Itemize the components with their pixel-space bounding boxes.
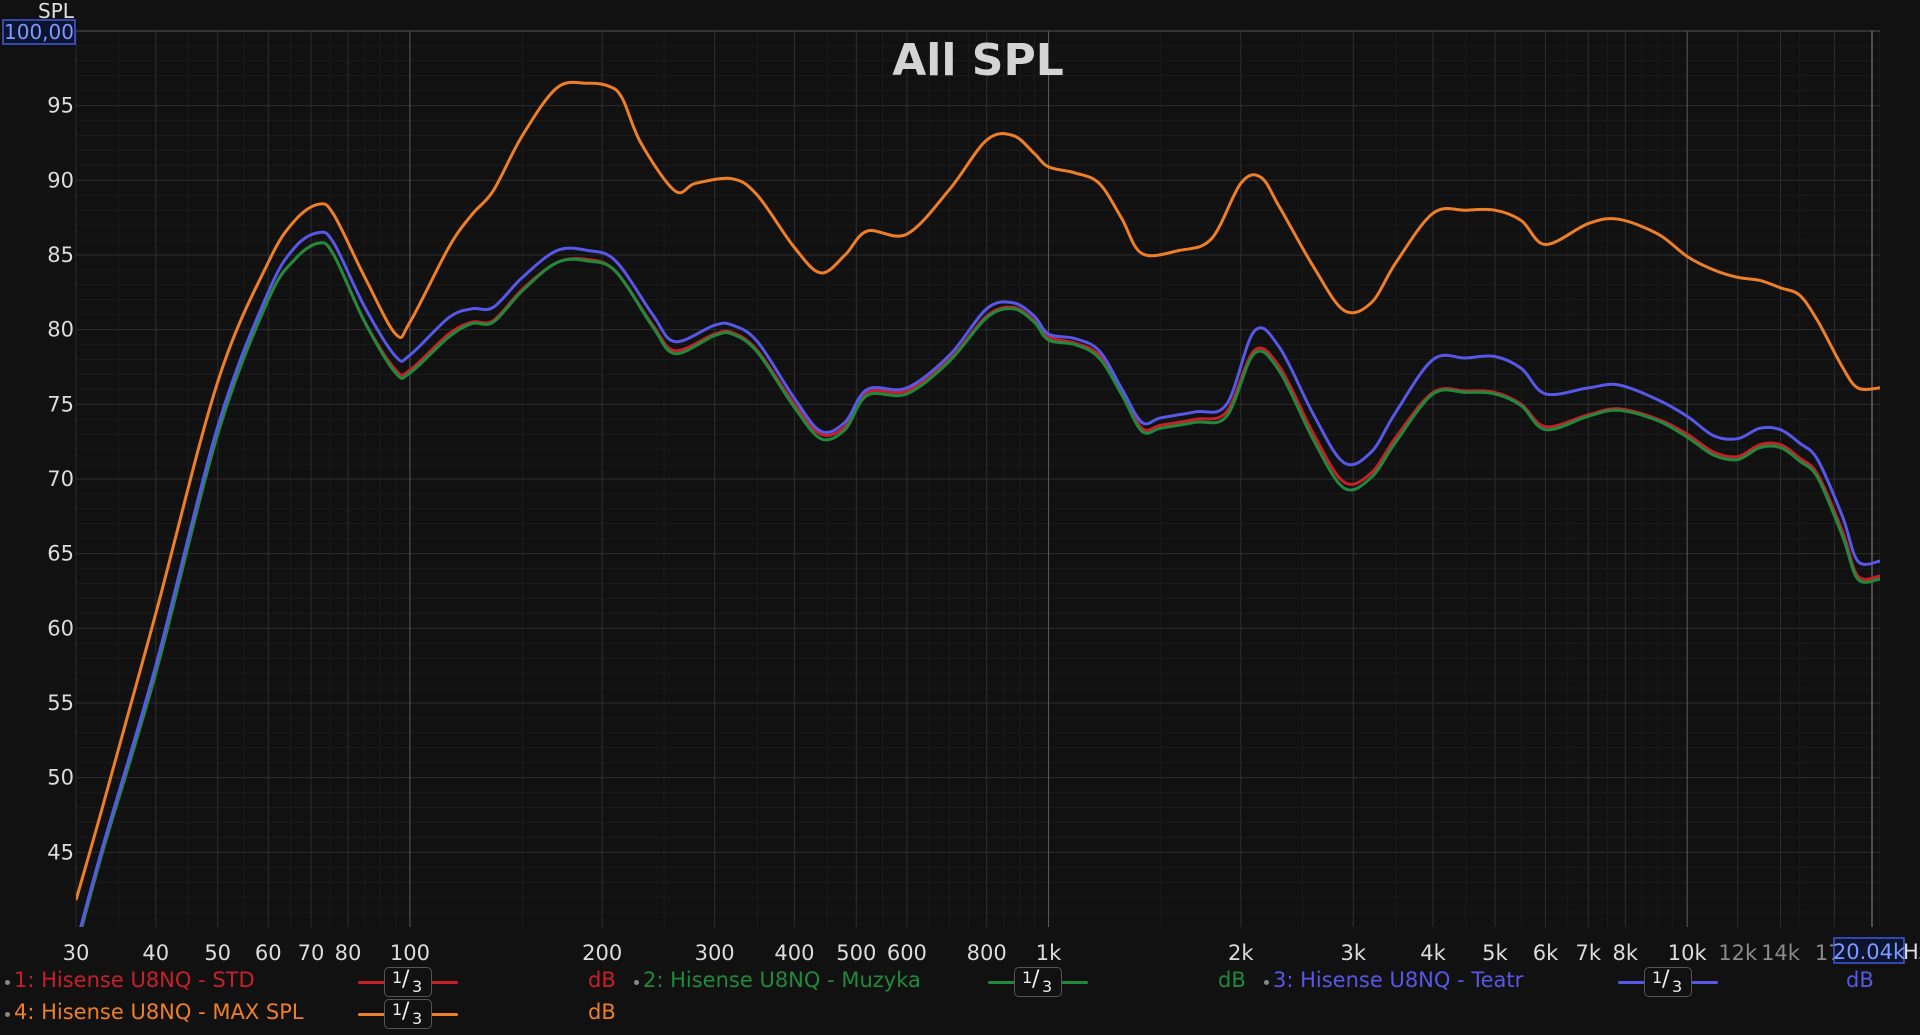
y-tick-label: 50 — [47, 766, 74, 790]
smoothing-box[interactable] — [384, 967, 432, 997]
legend-series-1-unit: dB — [588, 968, 616, 992]
x-tick-label: 100 — [390, 941, 430, 965]
x-tick-label: 800 — [967, 941, 1007, 965]
x-tick-label: 4k — [1420, 941, 1446, 965]
smoothing-denominator: 3 — [412, 1009, 423, 1028]
smoothing-box[interactable] — [384, 999, 432, 1029]
smoothing-slash: / — [1662, 967, 1670, 992]
y-axis: 45 50 55 60 65 70 75 80 85 90 95 — [47, 94, 74, 865]
x-tick-label: 400 — [774, 941, 814, 965]
legend-series-1-name: 1: Hisense U8NQ - STD — [14, 968, 255, 992]
y-tick-label: 65 — [47, 542, 74, 566]
x-end-value[interactable]: 20.04k — [1833, 940, 1906, 964]
x-tick-label: 60 — [255, 941, 282, 965]
legend-dot[interactable] — [5, 1012, 10, 1017]
x-tick-label: 300 — [695, 941, 735, 965]
smoothing-control-series-2[interactable]: 1 / 3 — [988, 967, 1088, 997]
y-tick-label: 70 — [47, 467, 74, 491]
y-axis-label: SPL — [38, 0, 75, 23]
smoothing-slash: / — [402, 967, 410, 992]
smoothing-box[interactable] — [1014, 967, 1062, 997]
x-axis: 30 40 50 60 70 80 100 200 300 400 500 600 800 1k 2k 3k 4… — [63, 941, 1855, 965]
smoothing-control-series-1[interactable]: 1 / 3 — [358, 967, 458, 997]
x-tick-label: 3k — [1341, 941, 1367, 965]
x-tick-label: 2k — [1228, 941, 1254, 965]
smoothing-numerator: 1 — [1652, 968, 1663, 987]
y-tick-label: 85 — [47, 243, 74, 267]
x-tick-label: 6k — [1533, 941, 1559, 965]
x-unit-label: Hz — [1903, 940, 1920, 964]
smoothing-slash: / — [1032, 967, 1040, 992]
legend-series-3-unit: dB — [1846, 968, 1874, 992]
x-tick-label: 50 — [204, 941, 231, 965]
series-line-3 — [79, 230, 1880, 927]
x-tick-label: 500 — [836, 941, 876, 965]
x-tick-label: 8k — [1613, 941, 1639, 965]
x-tick-label: 7k — [1576, 941, 1602, 965]
y-tick-label: 90 — [47, 168, 74, 192]
grid-major — [75, 30, 1880, 927]
x-tick-label: 12k — [1718, 941, 1758, 965]
smoothing-denominator: 3 — [412, 977, 423, 996]
legend-series-4-name: 4: Hisense U8NQ - MAX SPL — [14, 1000, 304, 1024]
x-tick-label: 5k — [1482, 941, 1508, 965]
x-tick-label: 40 — [142, 941, 169, 965]
y-tick-label: 75 — [47, 392, 74, 416]
x-tick-label: 10k — [1668, 941, 1708, 965]
smoothing-control-series-3[interactable]: 1 / 3 — [1618, 967, 1718, 997]
y-tick-label: 60 — [47, 616, 74, 640]
smoothing-numerator: 1 — [392, 968, 403, 987]
series-line-4 — [76, 80, 1880, 901]
smoothing-box[interactable] — [1644, 967, 1692, 997]
legend-dot[interactable] — [1264, 980, 1269, 985]
legend-series-2-name: 2: Hisense U8NQ - Muzyka — [643, 968, 921, 992]
x-tick-label: 14k — [1761, 941, 1801, 965]
y-top-value-box[interactable] — [2, 19, 76, 45]
x-tick-label: 600 — [887, 941, 927, 965]
smoothing-denominator: 3 — [1042, 977, 1053, 996]
x-tick-label: 200 — [582, 941, 622, 965]
x-tick-label: 30 — [63, 941, 90, 965]
y-tick-label: 45 — [47, 840, 74, 864]
legend-series-4-unit: dB — [588, 1000, 616, 1024]
legend-dot[interactable] — [634, 980, 639, 985]
y-tick-label: 80 — [47, 318, 74, 342]
smoothing-denominator: 3 — [1672, 977, 1683, 996]
legend-row-1: 1: Hisense U8NQ - STD 1 / 3 dB 2: Hisens… — [0, 966, 1920, 998]
smoothing-numerator: 1 — [392, 1000, 403, 1019]
x-end-value-box[interactable] — [1833, 937, 1905, 964]
legend-series-3-name: 3: Hisense U8NQ - Teatr — [1273, 968, 1524, 992]
y-tick-label: 95 — [47, 94, 74, 118]
series-layer — [76, 80, 1880, 927]
x-tick-label: 70 — [298, 941, 325, 965]
smoothing-slash: / — [402, 999, 410, 1024]
legend-series-2-unit: dB — [1218, 968, 1246, 992]
chart-title: All SPL — [892, 35, 1064, 86]
smoothing-numerator: 1 — [1022, 968, 1033, 987]
series-line-2 — [80, 241, 1880, 927]
y-tick-label: 55 — [47, 691, 74, 715]
smoothing-control-series-4[interactable]: 1 / 3 — [358, 999, 458, 1029]
legend-row-2: 4: Hisense U8NQ - MAX SPL 1 / 3 dB — [0, 998, 1920, 1030]
legend-dot[interactable] — [5, 980, 10, 985]
x-tick-label: 1k — [1036, 941, 1062, 965]
y-top-value[interactable]: 100,00 — [4, 20, 74, 44]
x-tick-label: 80 — [335, 941, 362, 965]
